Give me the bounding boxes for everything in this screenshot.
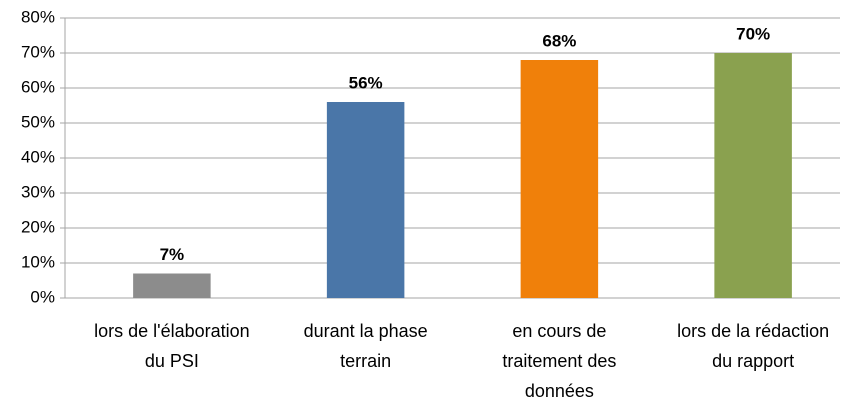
y-tick-label: 10% [21, 252, 55, 271]
x-tick-label: en cours de traitement des données [502, 321, 617, 401]
x-tick-label: durant la phase terrain [303, 321, 428, 371]
x-tick-label: lors de la rédaction du rapport [677, 321, 830, 371]
bar [714, 53, 792, 298]
value-label: 7% [160, 245, 185, 264]
y-tick-label: 20% [21, 217, 55, 236]
y-tick-label: 50% [21, 112, 55, 131]
value-label: 70% [736, 24, 770, 43]
value-label: 56% [349, 73, 383, 92]
y-tick-label: 40% [21, 147, 55, 166]
value-label: 68% [542, 31, 576, 50]
x-tick-label: lors de l'élaboration du PSI [94, 321, 250, 371]
y-tick-label: 60% [21, 77, 55, 96]
y-tick-label: 30% [21, 182, 55, 201]
bar [326, 102, 405, 298]
y-tick-label: 80% [21, 7, 55, 26]
y-tick-label: 70% [21, 42, 55, 61]
bar [133, 273, 211, 298]
bar [520, 60, 599, 298]
y-tick-label: 0% [30, 287, 55, 306]
